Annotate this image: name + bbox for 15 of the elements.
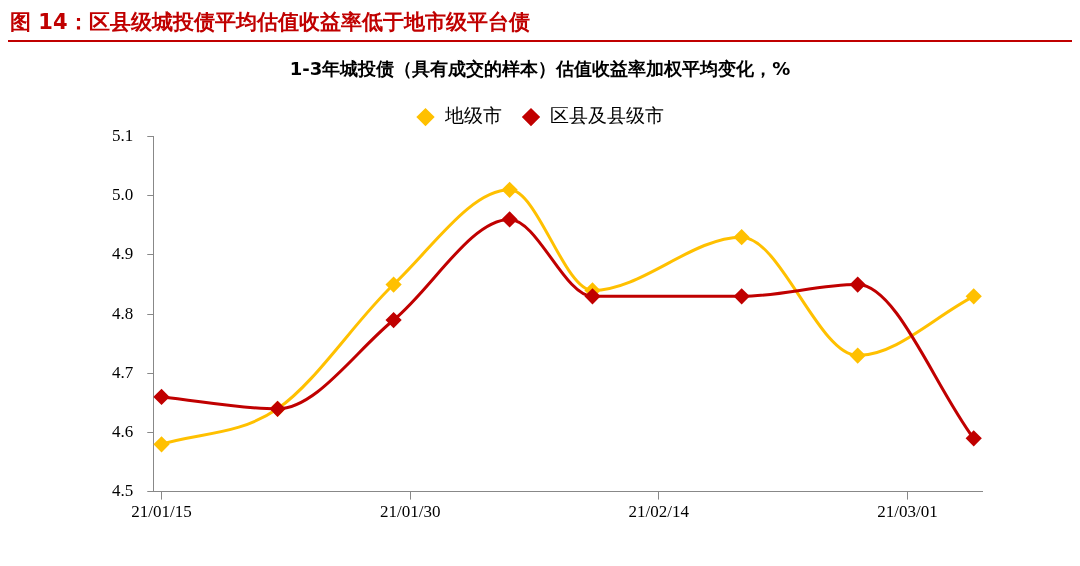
y-tick-label: 4.9 (112, 244, 134, 264)
y-tick-label: 4.8 (112, 303, 134, 323)
x-tick-label: 21/01/30 (379, 502, 441, 522)
y-tick-label: 4.6 (112, 421, 134, 441)
legend-label: 区县及县级市 (550, 104, 664, 127)
y-tick-label: 4.5 (112, 481, 134, 501)
chart-subtitle: 1-3年城投债（具有成交的样本）估值收益率加权平均变化，% (289, 58, 791, 80)
x-tick-label: 21/01/15 (131, 502, 192, 522)
y-tick-label: 5.1 (112, 126, 134, 146)
x-tick-label: 21/02/14 (628, 502, 690, 522)
legend-label: 地级市 (443, 104, 502, 127)
chart-title: 图 14：区县级城投债平均估值收益率低于地市级平台债 (8, 8, 1072, 42)
y-tick-label: 5.0 (112, 185, 134, 205)
x-tick-label: 21/03/01 (877, 502, 938, 522)
y-tick-label: 4.7 (112, 362, 134, 382)
